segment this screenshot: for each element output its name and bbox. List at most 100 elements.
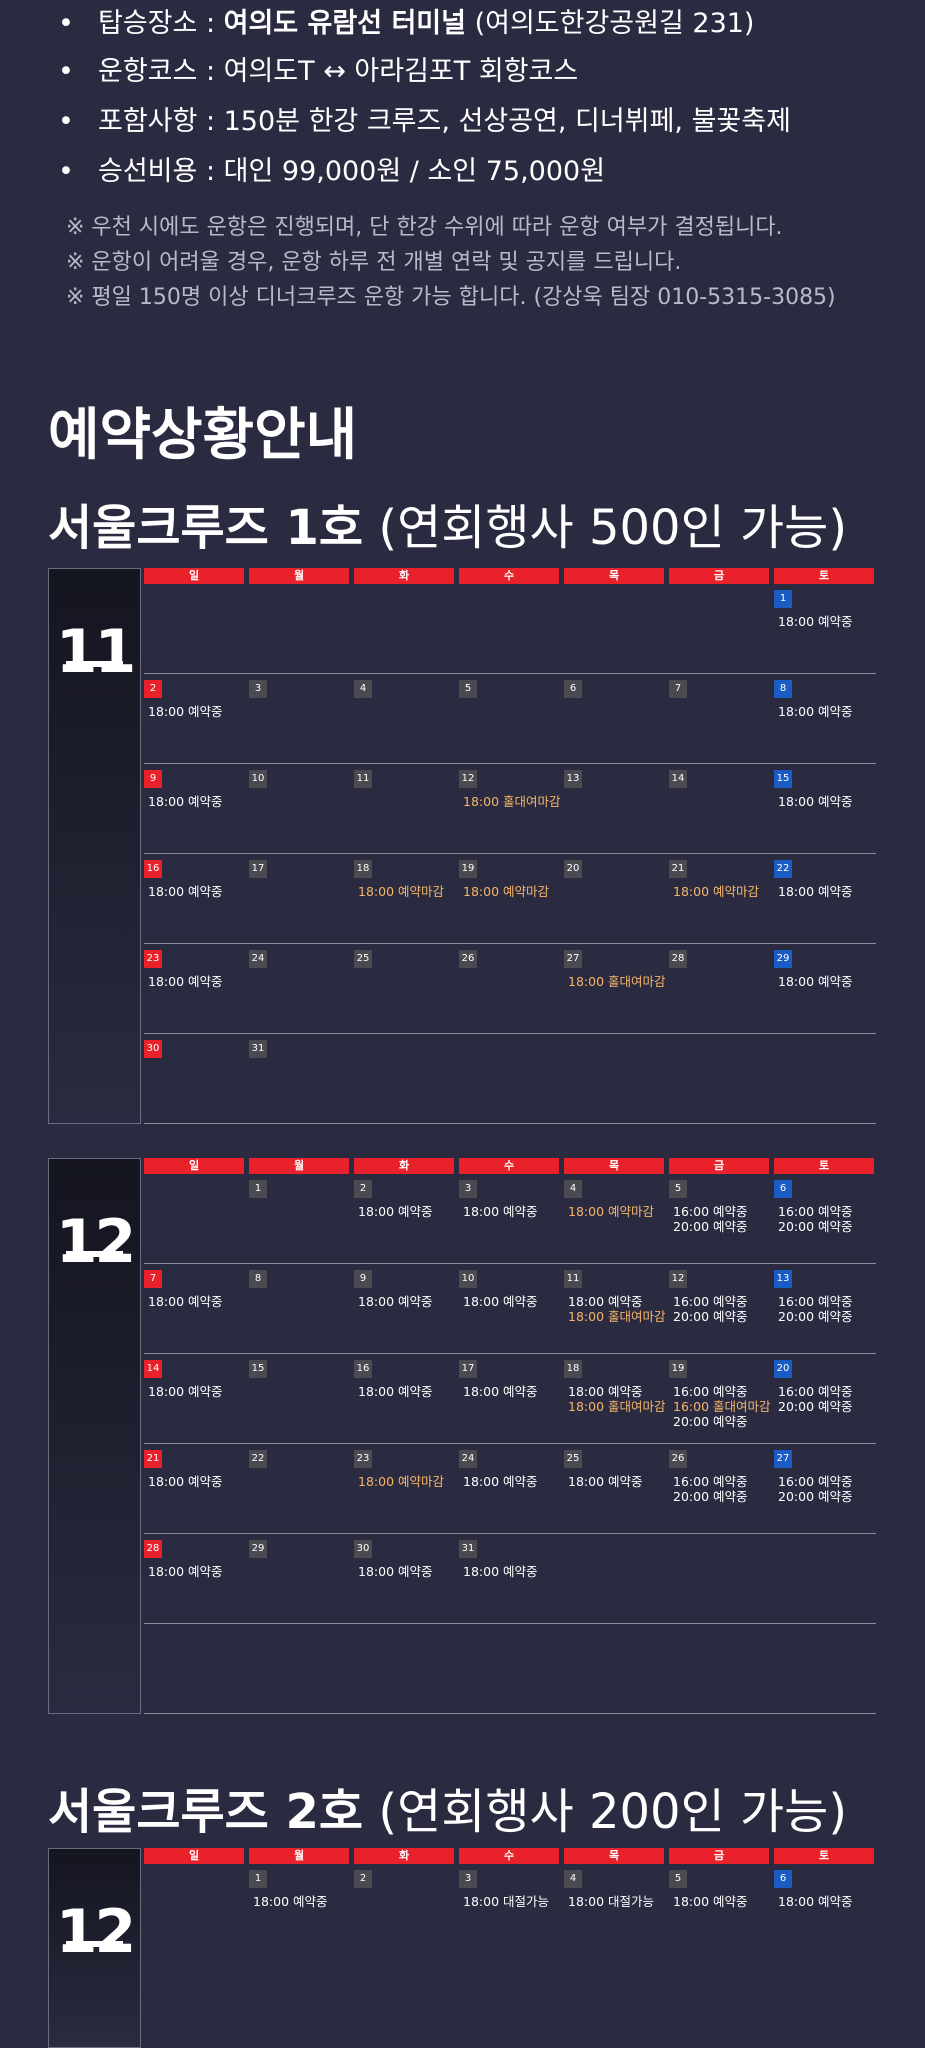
calendar-day[interactable]: 27 18:00 홀대여마감 [564, 944, 669, 1032]
calendar-day[interactable]: 8 [249, 1264, 354, 1352]
calendar-day[interactable]: 5 [459, 674, 564, 762]
calendar-day[interactable]: 16 18:00 예약중 [354, 1354, 459, 1442]
calendar-day[interactable]: 12 18:00 홀대여마감 [459, 764, 564, 852]
calendar-day[interactable]: 14 18:00 예약중 [144, 1354, 249, 1442]
day-number: 16 [144, 860, 162, 878]
booking-status: 18:00 예약중 [778, 794, 853, 809]
calendar-day[interactable]: 10 18:00 예약중 [459, 1264, 564, 1352]
calendar-day[interactable]: 18 18:00 예약마감 [354, 854, 459, 942]
week-divider [144, 943, 876, 944]
calendar-day[interactable]: 23 18:00 예약중 [144, 944, 249, 1032]
calendar-day[interactable]: 5 16:00 예약중 20:00 예약중 [669, 1174, 774, 1262]
month-number: 11 [55, 617, 137, 687]
calendar-day[interactable]: 20 [564, 854, 669, 942]
calendar-day[interactable]: 2 18:00 예약중 [354, 1174, 459, 1262]
day-number: 27 [774, 1450, 792, 1468]
calendar-day[interactable]: 1 18:00 예약중 [249, 1864, 354, 1952]
calendar-day[interactable]: 8 18:00 예약중 [774, 674, 879, 762]
calendar-day[interactable]: 24 [249, 944, 354, 1032]
calendar-day[interactable]: 30 18:00 예약중 [354, 1534, 459, 1622]
calendar-day[interactable]: 15 18:00 예약중 [774, 764, 879, 852]
week-divider [144, 1033, 876, 1034]
calendar-day[interactable]: 11 [354, 764, 459, 852]
calendar-day[interactable]: 2 [354, 1864, 459, 1952]
booking-status: 16:00 예약중 [778, 1204, 853, 1219]
calendar-day[interactable]: 10 [249, 764, 354, 852]
day-number: 8 [774, 680, 792, 698]
calendar-day[interactable]: 24 18:00 예약중 [459, 1444, 564, 1532]
calendar-day[interactable]: 1 18:00 예약중 [774, 584, 879, 672]
calendar-day[interactable]: 7 18:00 예약중 [144, 1264, 249, 1352]
calendar-day[interactable]: 3 18:00 대절가능 [459, 1864, 564, 1952]
calendar-day[interactable]: 1 [249, 1174, 354, 1262]
calendar-day[interactable]: 29 [249, 1534, 354, 1622]
calendar-day[interactable]: 7 [669, 674, 774, 762]
day-number: 10 [249, 770, 267, 788]
calendar-day[interactable]: 4 [354, 674, 459, 762]
day-number: 19 [459, 860, 477, 878]
booking-closed-status: 18:00 홀대여마감 [463, 794, 561, 809]
calendar-day[interactable]: 3 [249, 674, 354, 762]
calendar-day[interactable]: 28 18:00 예약중 [144, 1534, 249, 1622]
calendar-day[interactable]: 9 18:00 예약중 [354, 1264, 459, 1352]
booking-status: 16:00 예약중 [778, 1474, 853, 1489]
calendar-day[interactable]: 29 18:00 예약중 [774, 944, 879, 1032]
calendar-day[interactable]: 20 16:00 예약중 20:00 예약중 [774, 1354, 879, 1442]
calendar-day[interactable]: 6 16:00 예약중 20:00 예약중 [774, 1174, 879, 1262]
calendar-day[interactable]: 4 18:00 대절가능 [564, 1864, 669, 1952]
calendar-day[interactable]: 9 18:00 예약중 [144, 764, 249, 852]
day-number: 1 [249, 1870, 267, 1888]
calendar-day[interactable]: 19 18:00 예약마감 [459, 854, 564, 942]
calendar-day[interactable]: 11 18:00 예약중 18:00 홀대여마감 [564, 1264, 669, 1352]
ship-title-1: 서울크루즈 1호 (연회행사 500인 가능) [48, 488, 847, 558]
calendar-day[interactable]: 6 18:00 예약중 [774, 1864, 879, 1952]
calendar-day[interactable]: 28 [669, 944, 774, 1032]
week-divider [144, 853, 876, 854]
month-underline [66, 661, 123, 667]
info-rest: 150분 한강 크루즈, 선상공연, 디너뷔페, 불꽃축제 [223, 106, 791, 137]
calendar-day[interactable]: 2 18:00 예약중 [144, 674, 249, 762]
calendar-day[interactable]: 31 18:00 예약중 [459, 1534, 564, 1622]
calendar-day[interactable]: 17 [249, 854, 354, 942]
calendar-day[interactable]: 16 18:00 예약중 [144, 854, 249, 942]
booking-status: 18:00 예약중 [778, 704, 853, 719]
calendar-day[interactable]: 23 18:00 예약마감 [354, 1444, 459, 1532]
calendar-day[interactable]: 3 18:00 예약중 [459, 1174, 564, 1262]
calendar-day[interactable]: 26 16:00 예약중 20:00 예약중 [669, 1444, 774, 1532]
calendar-day[interactable]: 4 18:00 예약마감 [564, 1174, 669, 1262]
day-number: 2 [354, 1180, 372, 1198]
calendar-day[interactable]: 17 18:00 예약중 [459, 1354, 564, 1442]
day-number: 10 [459, 1270, 477, 1288]
calendar-day[interactable]: 26 [459, 944, 564, 1032]
calendar-day[interactable]: 18 18:00 예약중 18:00 홀대여마감 [564, 1354, 669, 1442]
calendar-day[interactable]: 14 [669, 764, 774, 852]
day-number: 14 [144, 1360, 162, 1378]
calendar-day[interactable]: 6 [564, 674, 669, 762]
calendar-day[interactable]: 19 16:00 예약중 16:00 홀대여마감 20:00 예약중 [669, 1354, 774, 1442]
booking-status: 18:00 예약중 [148, 1294, 223, 1309]
day-number: 6 [774, 1870, 792, 1888]
calendar-day[interactable]: 12 16:00 예약중 20:00 예약중 [669, 1264, 774, 1352]
info-label: 포함사항 : [98, 106, 224, 137]
calendar-day[interactable]: 5 18:00 예약중 [669, 1864, 774, 1952]
calendar-day[interactable]: 13 [564, 764, 669, 852]
calendar-day[interactable]: 27 16:00 예약중 20:00 예약중 [774, 1444, 879, 1532]
calendar-day[interactable]: 15 [249, 1354, 354, 1442]
info-label: 운항코스 : [98, 56, 224, 87]
calendar-day[interactable]: 22 [249, 1444, 354, 1532]
day-number: 26 [669, 1450, 687, 1468]
calendar-day[interactable]: 31 [249, 1034, 354, 1122]
calendar-day[interactable]: 22 18:00 예약중 [774, 854, 879, 942]
day-number: 21 [669, 860, 687, 878]
calendar-day[interactable]: 30 [144, 1034, 249, 1122]
weekday-header: 일 [144, 1158, 244, 1174]
booking-status: 18:00 예약중 [148, 1474, 223, 1489]
calendar-day[interactable]: 25 18:00 예약중 [564, 1444, 669, 1532]
calendar-day[interactable]: 21 18:00 예약마감 [669, 854, 774, 942]
day-number: 15 [249, 1360, 267, 1378]
calendar-day[interactable]: 13 16:00 예약중 20:00 예약중 [774, 1264, 879, 1352]
calendar-day[interactable]: 21 18:00 예약중 [144, 1444, 249, 1532]
calendar-day[interactable]: 25 [354, 944, 459, 1032]
booking-closed-status: 18:00 예약마감 [568, 1204, 654, 1219]
day-number: 9 [354, 1270, 372, 1288]
